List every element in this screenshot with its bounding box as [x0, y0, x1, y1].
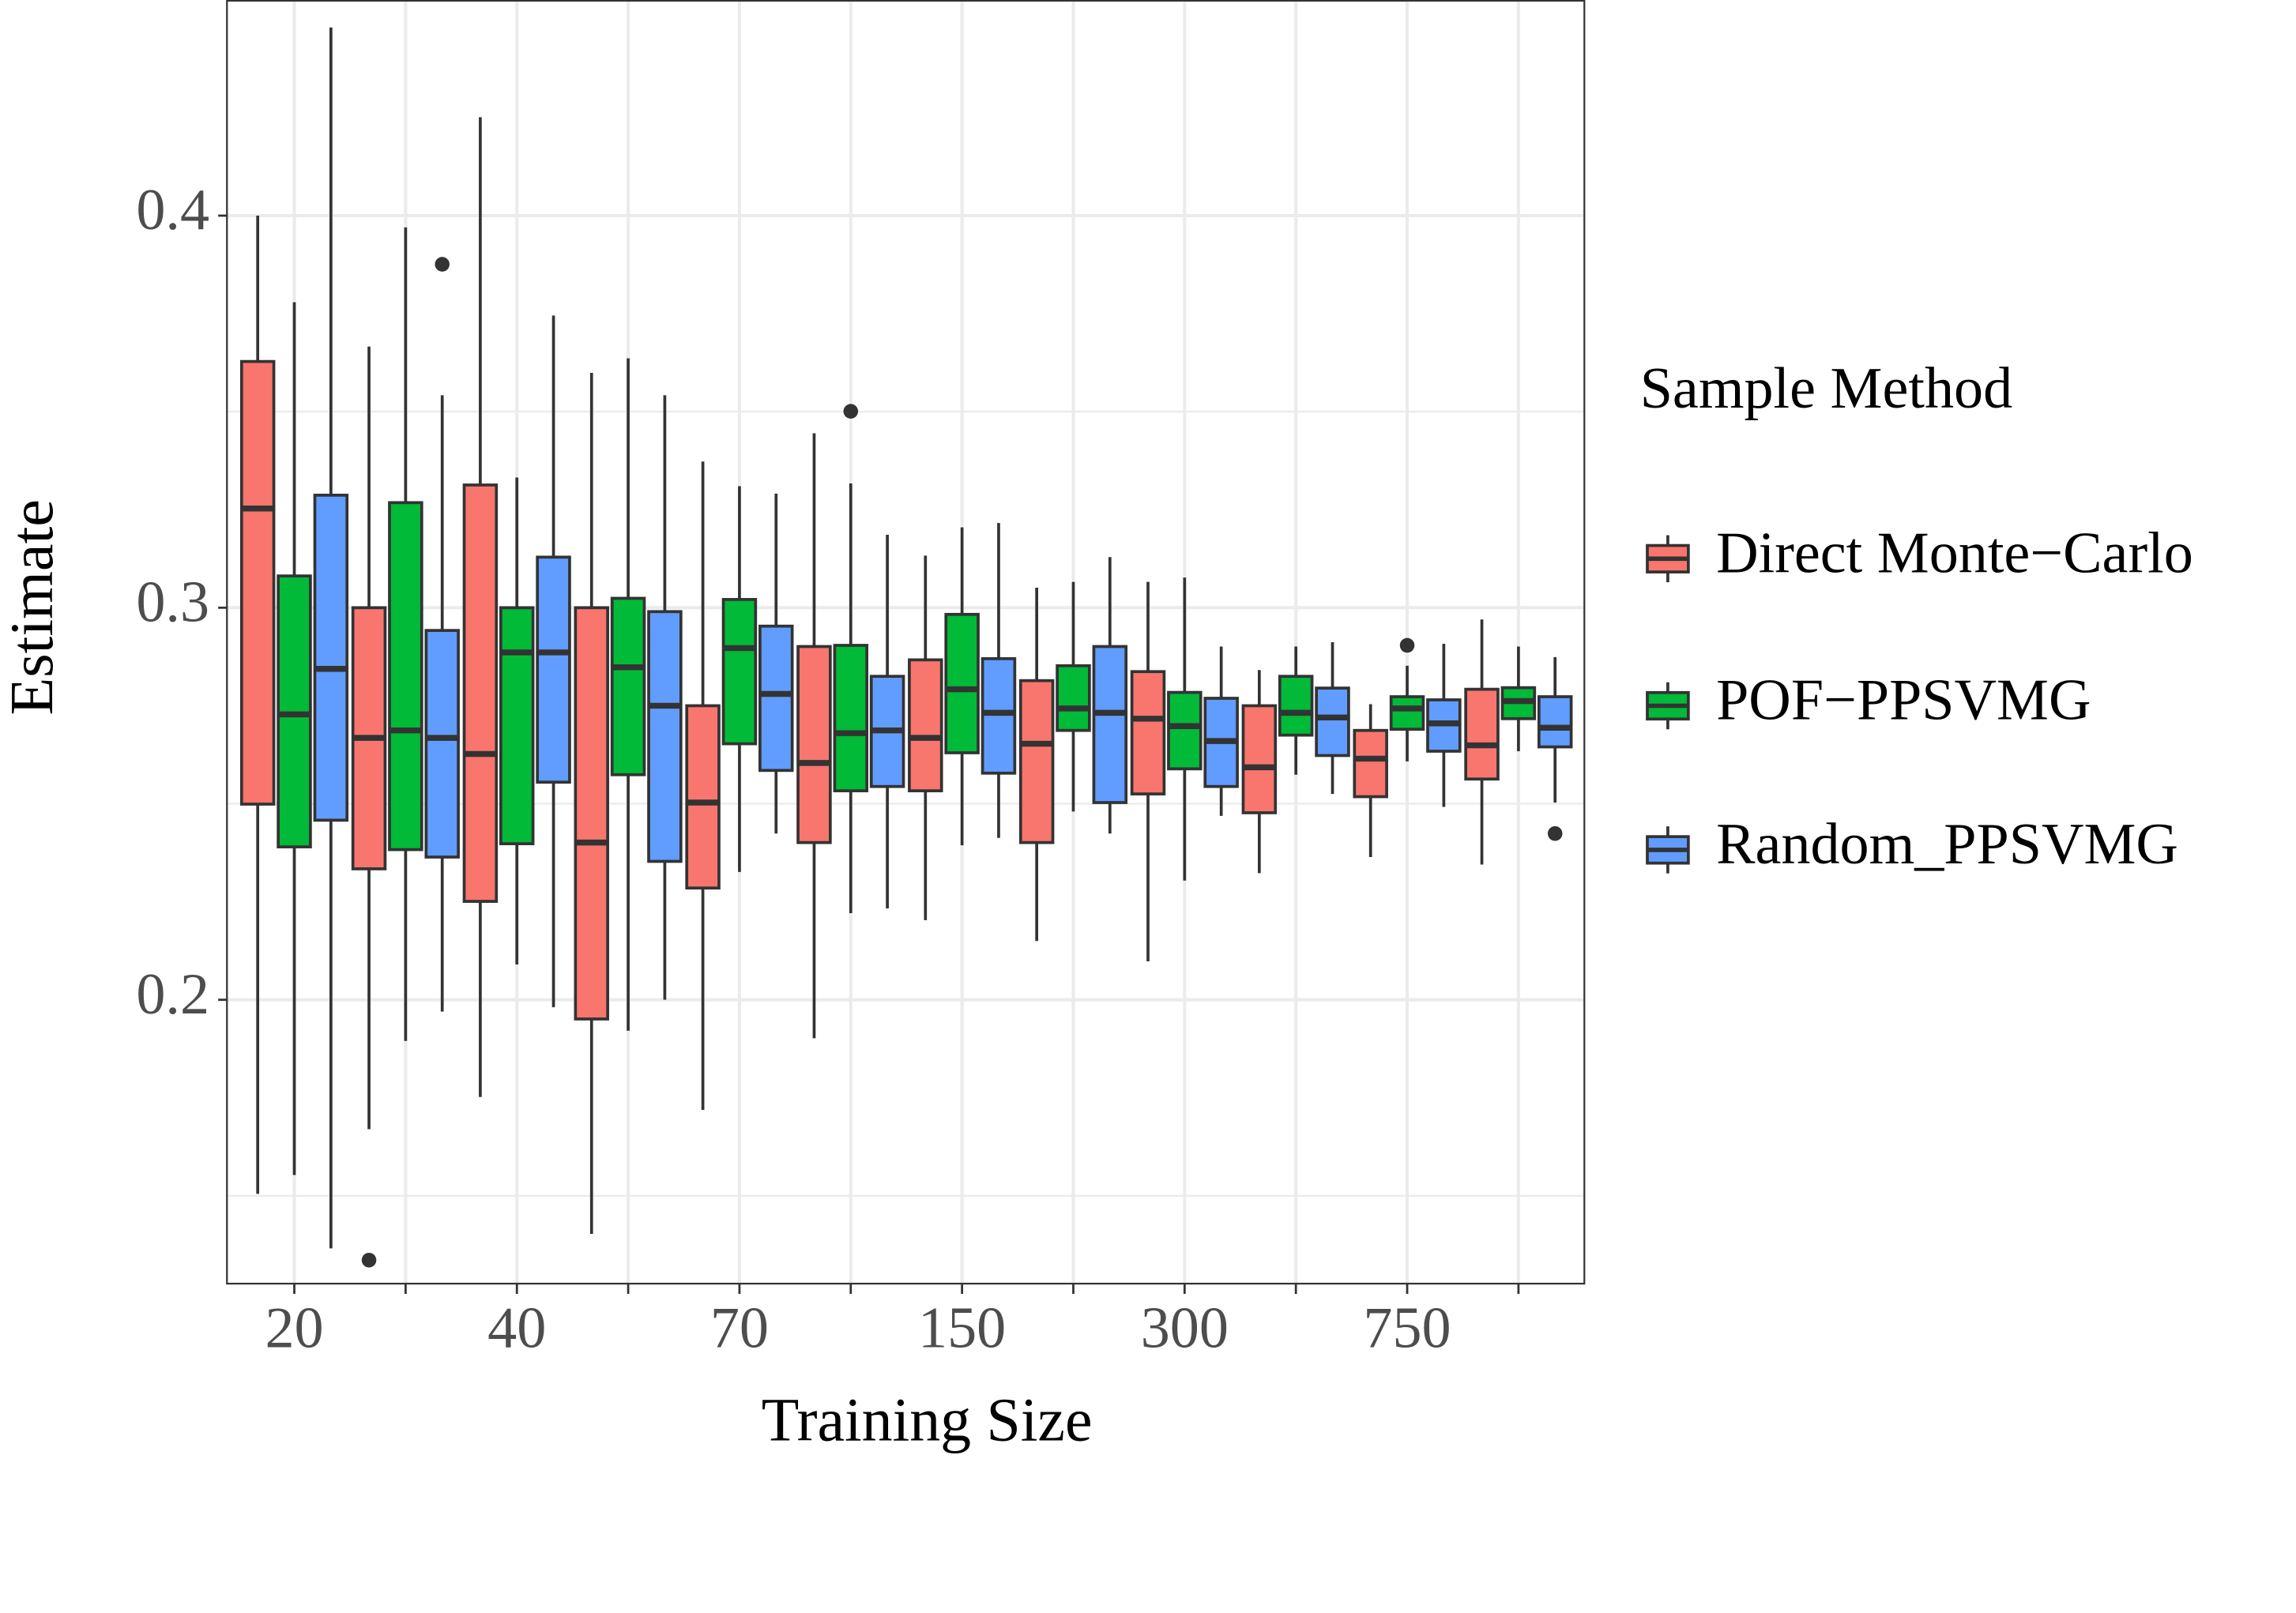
box	[574, 606, 609, 1021]
outlier	[843, 404, 859, 419]
legend-label: POF−PPSVMG	[1716, 667, 2091, 732]
box	[833, 644, 869, 792]
box	[610, 596, 646, 776]
box	[1537, 695, 1573, 749]
box	[1353, 728, 1388, 799]
x-tick-label: 70	[710, 1295, 769, 1360]
box	[1018, 679, 1055, 844]
box	[758, 624, 794, 773]
box	[388, 501, 423, 852]
outlier	[435, 257, 450, 272]
box	[1389, 695, 1425, 731]
legend-label: Direct Monte−Carlo	[1716, 521, 2193, 585]
box	[796, 645, 832, 844]
box	[1315, 686, 1350, 758]
box	[647, 610, 683, 863]
x-tick-label: 150	[918, 1295, 1006, 1360]
outlier	[361, 1252, 377, 1268]
x-axis-title: Training Size	[762, 1385, 1093, 1453]
box	[536, 555, 571, 784]
box	[1092, 645, 1128, 804]
box	[1464, 687, 1500, 781]
box	[424, 629, 460, 859]
y-tick-label: 0.2	[136, 962, 209, 1027]
box	[685, 704, 721, 890]
y-tick-label: 0.4	[136, 178, 209, 243]
box	[908, 658, 943, 792]
legend-title: Sample Method	[1640, 356, 2012, 421]
x-tick-label: 750	[1363, 1295, 1451, 1360]
box	[1056, 664, 1091, 732]
x-tick-label: 40	[487, 1295, 546, 1360]
box	[1130, 670, 1166, 795]
outlier	[1547, 825, 1563, 841]
box	[239, 359, 276, 806]
y-axis-title: Estimate	[0, 499, 66, 716]
outlier	[1399, 637, 1415, 653]
box	[944, 612, 980, 754]
y-tick-label: 0.3	[136, 570, 209, 634]
box	[1278, 675, 1314, 737]
box	[721, 598, 758, 746]
box	[1167, 690, 1203, 771]
x-tick-label: 300	[1141, 1295, 1229, 1360]
x-tick-label: 20	[265, 1295, 323, 1360]
box	[1241, 704, 1278, 814]
box	[462, 483, 499, 903]
box	[981, 657, 1017, 775]
plot-border	[226, 0, 1586, 1285]
legend-label: Random_PPSVMG	[1716, 812, 2178, 877]
box	[499, 606, 535, 845]
box	[313, 494, 349, 822]
